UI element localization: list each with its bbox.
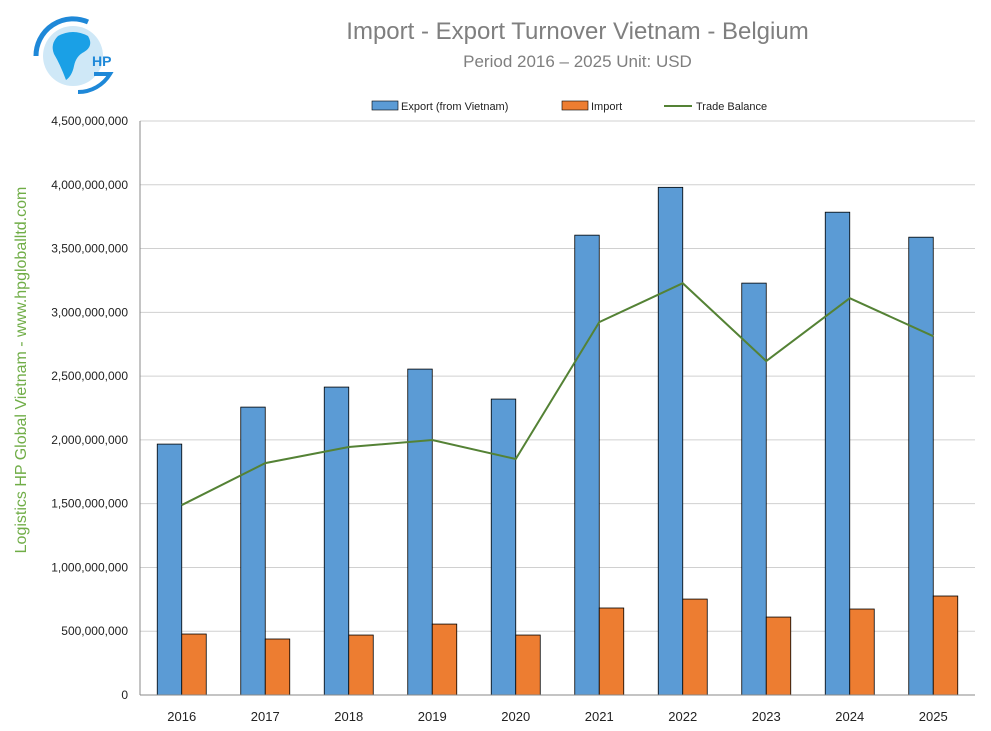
y-tick-label: 2,500,000,000 — [51, 369, 128, 383]
legend-swatch-import — [561, 100, 589, 111]
y-tick-label: 3,000,000,000 — [51, 305, 128, 319]
y-tick-label: 4,500,000,000 — [51, 114, 128, 128]
x-tick-label: 2020 — [501, 709, 530, 724]
legend-swatch-export — [371, 100, 399, 111]
import-bar-2016 — [181, 633, 207, 696]
x-tick-label: 2025 — [919, 709, 948, 724]
y-tick-label: 1,000,000,000 — [51, 560, 128, 574]
import-bar-2022 — [682, 598, 708, 696]
import-bar-2023 — [765, 616, 792, 696]
export-bar-2025 — [908, 236, 934, 696]
x-tick-label: 2021 — [585, 709, 614, 724]
logo-text: HP — [92, 53, 111, 69]
export-bar-2016 — [156, 443, 183, 696]
y-tick-label: 500,000,000 — [61, 624, 128, 638]
export-bar-2018 — [323, 386, 350, 696]
import-bar-2018 — [348, 634, 374, 696]
y-tick-label: 4,000,000,000 — [51, 178, 128, 192]
x-tick-label: 2017 — [251, 709, 280, 724]
import-bar-2020 — [515, 634, 541, 696]
x-tick-label: 2018 — [334, 709, 363, 724]
y-tick-label: 3,500,000,000 — [51, 242, 128, 256]
export-bar-2019 — [407, 368, 433, 696]
hp-logo: HP — [28, 14, 114, 105]
import-bar-2017 — [264, 638, 291, 696]
chart-title: Import - Export Turnover Vietnam - Belgi… — [346, 18, 809, 45]
y-tick-label: 1,500,000,000 — [51, 497, 128, 511]
chart-subtitle: Period 2016 – 2025 Unit: USD — [463, 52, 692, 71]
legend-label-balance: Trade Balance — [696, 101, 767, 113]
import-bar-2019 — [431, 623, 458, 696]
import-bar-2021 — [598, 607, 625, 696]
legend-label-import: Import — [591, 101, 622, 113]
x-tick-label: 2023 — [752, 709, 781, 724]
legend: Export (from Vietnam) Import Trade Balan… — [371, 100, 767, 113]
y-tick-label: 0 — [121, 688, 128, 702]
export-bar-2017 — [240, 406, 266, 696]
export-bar-2024 — [824, 211, 851, 696]
x-tick-label: 2022 — [668, 709, 697, 724]
trade-balance-line — [181, 282, 934, 506]
y-tick-label: 2,000,000,000 — [51, 433, 128, 447]
x-tick-label: 2019 — [418, 709, 447, 724]
legend-label-export: Export (from Vietnam) — [401, 101, 508, 113]
export-bar-2023 — [741, 282, 767, 696]
import-bar-2025 — [932, 595, 959, 696]
x-tick-label: 2016 — [167, 709, 196, 724]
import-bar-2024 — [849, 608, 875, 696]
export-bar-2021 — [574, 234, 600, 696]
export-bar-2020 — [490, 398, 517, 696]
x-tick-label: 2024 — [835, 709, 864, 724]
export-bar-2022 — [657, 186, 684, 696]
